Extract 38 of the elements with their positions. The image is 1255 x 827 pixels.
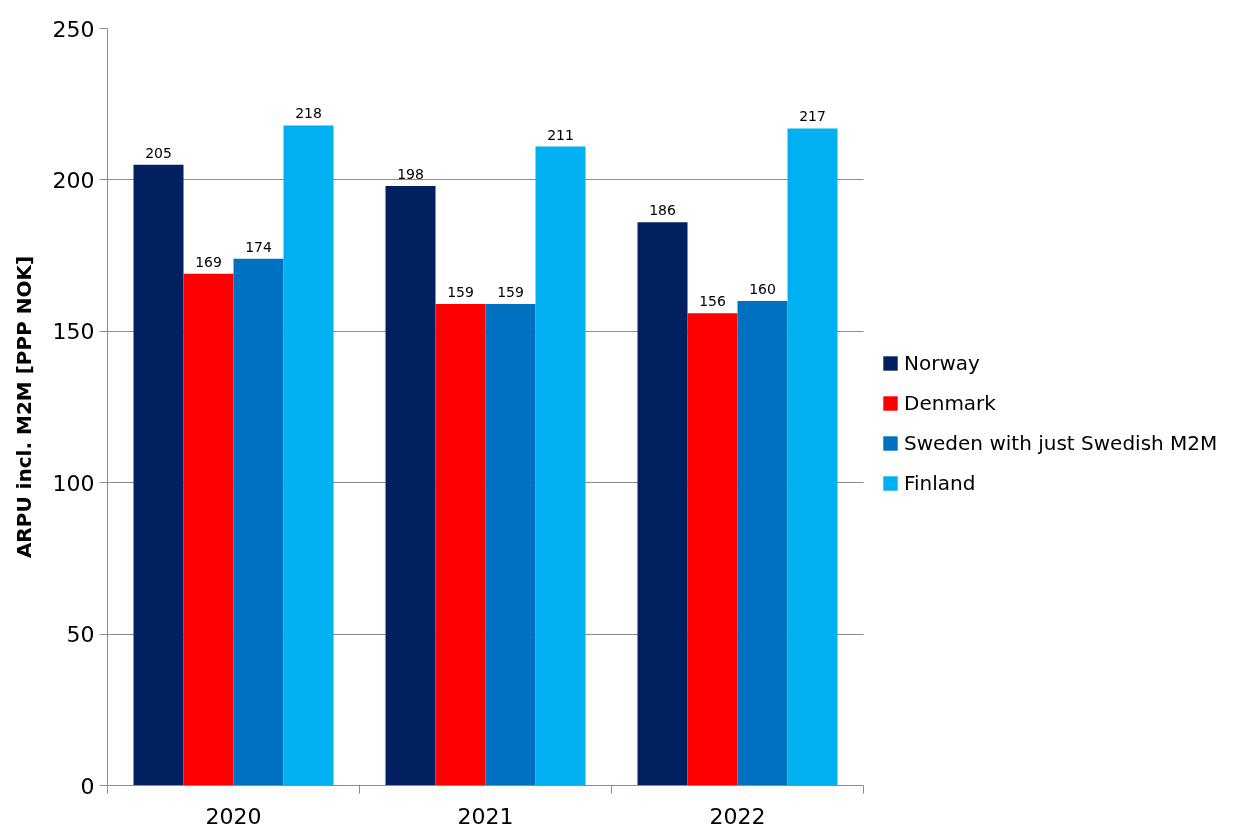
y-axis-title: ARPU incl. M2M [PPP NOK]	[11, 255, 36, 559]
bar	[183, 273, 234, 786]
bar	[687, 313, 738, 786]
x-tick-label: 2022	[709, 803, 766, 827]
data-label: 198	[397, 165, 424, 182]
bar	[435, 304, 486, 786]
bar	[385, 185, 436, 786]
y-tick-label: 50	[66, 622, 95, 648]
legend-label: Sweden with just Swedish M2M	[904, 429, 1218, 456]
x-tick-label: 2020	[205, 803, 262, 827]
bar	[535, 146, 586, 786]
bar	[233, 258, 284, 786]
legend-label: Norway	[904, 349, 980, 376]
data-label: 205	[145, 144, 172, 161]
data-label: 218	[295, 105, 322, 122]
data-label: 186	[649, 202, 676, 219]
data-label: 160	[749, 281, 776, 298]
data-label: 211	[547, 126, 574, 143]
y-tick-label: 200	[52, 167, 95, 193]
bar	[133, 164, 184, 786]
legend-label: Finland	[904, 469, 976, 496]
x-tick-label: 2021	[457, 803, 514, 827]
bar	[283, 125, 334, 786]
y-tick-label: 150	[52, 319, 95, 345]
bar	[737, 301, 788, 786]
data-label: 159	[497, 284, 524, 301]
y-tick-label: 250	[52, 16, 95, 42]
y-tick-label: 0	[80, 773, 95, 799]
data-label: 169	[195, 253, 222, 270]
bar	[637, 222, 688, 786]
data-label: 174	[245, 238, 272, 255]
data-label: 156	[699, 293, 726, 310]
data-label: 159	[447, 284, 474, 301]
y-tick-label: 100	[52, 470, 95, 496]
bar	[485, 304, 536, 786]
data-label: 217	[799, 108, 826, 125]
bar	[787, 128, 838, 786]
legend-label: Denmark	[904, 389, 996, 416]
